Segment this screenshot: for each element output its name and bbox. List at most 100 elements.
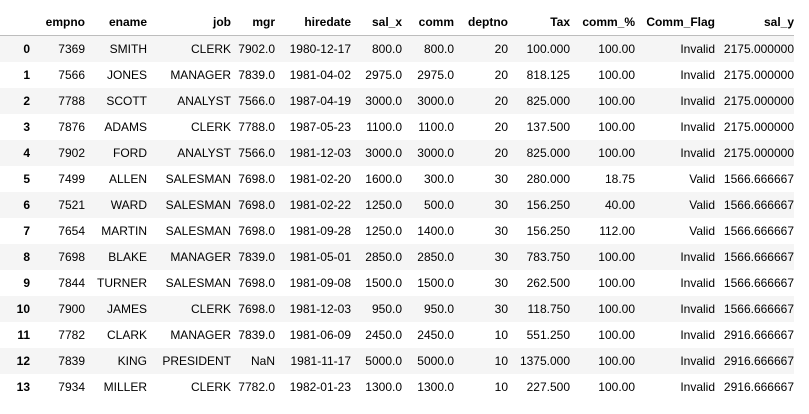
table-cell: 2850.0 (417, 250, 454, 264)
table-cell: 7698.0 (238, 172, 275, 186)
table-cell: Invalid (680, 380, 715, 394)
table-cell: SALESMAN (165, 172, 231, 186)
table-cell: 1500.0 (365, 276, 402, 290)
table-cell: PRESIDENT (162, 354, 231, 368)
table-cell: 100.000 (526, 42, 570, 56)
table-cell: 7566 (58, 68, 85, 82)
table-cell: 7900 (58, 302, 85, 316)
table-cell: 1300.0 (365, 380, 402, 394)
column-header-sal-x: sal_x (351, 8, 402, 36)
table-cell: 300.0 (423, 172, 454, 186)
table-cell: Invalid (680, 354, 715, 368)
table-cell: 1981-12-03 (289, 146, 351, 160)
table-cell: 156.250 (526, 198, 570, 212)
table-cell: 825.000 (526, 94, 570, 108)
table-cell: Invalid (680, 68, 715, 82)
table-cell: 18.75 (604, 172, 635, 186)
table-cell: 100.00 (598, 68, 635, 82)
table-cell: 100.00 (598, 380, 635, 394)
table-cell: 100.00 (598, 354, 635, 368)
row-index: 2 (23, 94, 30, 108)
table-cell: 825.000 (526, 146, 570, 160)
table-cell: 20 (494, 68, 508, 82)
table-cell: 20 (494, 42, 508, 56)
table-cell: 7566.0 (238, 146, 275, 160)
table-cell: Invalid (680, 42, 715, 56)
table-cell: 2916.666667 (723, 380, 794, 394)
table-cell: 7839.0 (238, 328, 275, 342)
table-cell: ANALYST (177, 94, 231, 108)
table-cell: 1981-11-17 (290, 354, 352, 368)
row-index: 11 (17, 328, 30, 342)
table-cell: JAMES (106, 302, 147, 316)
table-cell: SALESMAN (165, 224, 231, 238)
table-cell: 7839.0 (238, 68, 275, 82)
table-cell: NaN (250, 354, 275, 368)
table-row: 12 7839 KING PRESIDENT NaN 1981-11-17 5000.0 50… (0, 348, 794, 374)
table-cell: SMITH (109, 42, 147, 56)
table-cell: 1566.666667 (723, 172, 794, 186)
table-cell: Valid (689, 224, 715, 238)
table-cell: 20 (494, 94, 508, 108)
table-cell: Invalid (680, 302, 715, 316)
table-cell: 100.00 (598, 94, 635, 108)
table-cell: 1375.000 (519, 354, 570, 368)
table-cell: 3000.0 (417, 94, 454, 108)
row-index: 5 (23, 172, 30, 186)
table-cell: 3000.0 (365, 146, 402, 160)
table-cell: ANALYST (177, 146, 231, 160)
table-cell: 20 (494, 120, 508, 134)
table-cell: KING (117, 354, 147, 368)
table-cell: 1500.0 (417, 276, 454, 290)
table-cell: 7844 (58, 276, 85, 290)
column-header-comm: comm_% (570, 8, 635, 36)
table-row: 9 7844 TURNER SALESMAN 7698.0 1981-09-08 1500.… (0, 270, 794, 296)
table-cell: 7876 (58, 120, 85, 134)
row-index: 4 (23, 146, 30, 160)
table-cell: 2175.000000 (723, 120, 794, 134)
table-cell: 1600.0 (365, 172, 402, 186)
table-cell: 1100.0 (366, 120, 402, 134)
table-cell: 30 (494, 172, 508, 186)
table-cell: BLAKE (108, 250, 147, 264)
table-header-row: empno ename job mgr hiredate sal_x comm deptno T… (0, 8, 794, 36)
table-cell: 7782.0 (238, 380, 275, 394)
table-cell: CLERK (190, 380, 231, 394)
row-index: 10 (16, 302, 30, 316)
table-row: 10 7900 JAMES CLERK 7698.0 1981-12-03 950.0 950… (0, 296, 794, 322)
table-cell: 1566.666667 (723, 250, 794, 264)
table-cell: 7839 (58, 354, 85, 368)
table-cell: 1981-02-22 (289, 198, 351, 212)
table-cell: 1987-04-19 (289, 94, 351, 108)
table-cell: SCOTT (106, 94, 147, 108)
table-cell: 1981-06-09 (289, 328, 351, 342)
row-index: 0 (23, 42, 30, 56)
table-cell: 500.0 (423, 198, 454, 212)
table-cell: 112.00 (599, 224, 635, 238)
table-cell: 1566.666667 (723, 276, 794, 290)
table-cell: 1566.666667 (723, 302, 794, 316)
table-cell: 2450.0 (417, 328, 454, 342)
table-cell: 5000.0 (365, 354, 402, 368)
table-cell: 262.500 (526, 276, 570, 290)
table-cell: 100.00 (598, 302, 635, 316)
table-cell: 227.500 (526, 380, 570, 394)
table-cell: 7902.0 (238, 42, 275, 56)
table-cell: 10 (494, 380, 508, 394)
row-index: 9 (23, 276, 30, 290)
table-cell: 2975.0 (365, 68, 402, 82)
table-row: 5 7499 ALLEN SALESMAN 7698.0 1981-02-20 1600.0… (0, 166, 794, 192)
table-cell: 1400.0 (417, 224, 454, 238)
table-row: 0 7369 SMITH CLERK 7902.0 1980-12-17 800.0 800.… (0, 35, 794, 62)
table-cell: MANAGER (170, 328, 231, 342)
table-cell: 551.250 (526, 328, 570, 342)
table-cell: 1981-05-01 (289, 250, 351, 264)
row-index: 8 (23, 250, 30, 264)
column-header-empno: empno (30, 8, 85, 36)
table-row: 11 7782 CLARK MANAGER 7839.0 1981-06-09 2450.0… (0, 322, 794, 348)
table-row: 1 7566 JONES MANAGER 7839.0 1981-04-02 2975.0 2… (0, 62, 794, 88)
table-cell: 950.0 (423, 302, 454, 316)
table-cell: 1982-01-23 (289, 380, 351, 394)
table-cell: 30 (494, 276, 508, 290)
